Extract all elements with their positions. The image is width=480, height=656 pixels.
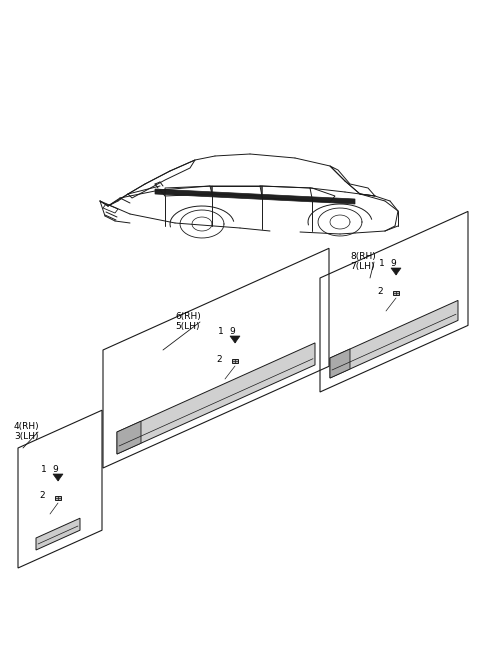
Polygon shape: [330, 349, 350, 378]
Text: 9: 9: [390, 260, 396, 268]
Text: 2: 2: [377, 287, 383, 295]
Polygon shape: [155, 189, 355, 204]
Polygon shape: [393, 291, 399, 295]
Text: 1: 1: [379, 260, 385, 268]
Text: 5(LH): 5(LH): [175, 321, 200, 331]
Text: 2: 2: [39, 491, 45, 501]
Text: 9: 9: [229, 327, 235, 337]
Text: 6(RH): 6(RH): [175, 312, 201, 321]
Polygon shape: [232, 359, 238, 363]
Polygon shape: [230, 336, 240, 343]
Text: 8(RH): 8(RH): [350, 251, 376, 260]
Polygon shape: [53, 474, 63, 481]
Polygon shape: [117, 421, 141, 454]
Text: 2: 2: [216, 354, 222, 363]
Polygon shape: [117, 343, 315, 454]
Polygon shape: [55, 496, 61, 500]
Text: 1: 1: [41, 466, 47, 474]
Text: 3(LH): 3(LH): [14, 432, 38, 440]
Polygon shape: [330, 300, 458, 378]
Text: 4(RH): 4(RH): [14, 422, 40, 430]
Text: 9: 9: [52, 466, 58, 474]
Polygon shape: [391, 268, 401, 275]
Text: 7(LH): 7(LH): [350, 262, 374, 270]
Polygon shape: [36, 518, 80, 550]
Text: 1: 1: [218, 327, 224, 337]
